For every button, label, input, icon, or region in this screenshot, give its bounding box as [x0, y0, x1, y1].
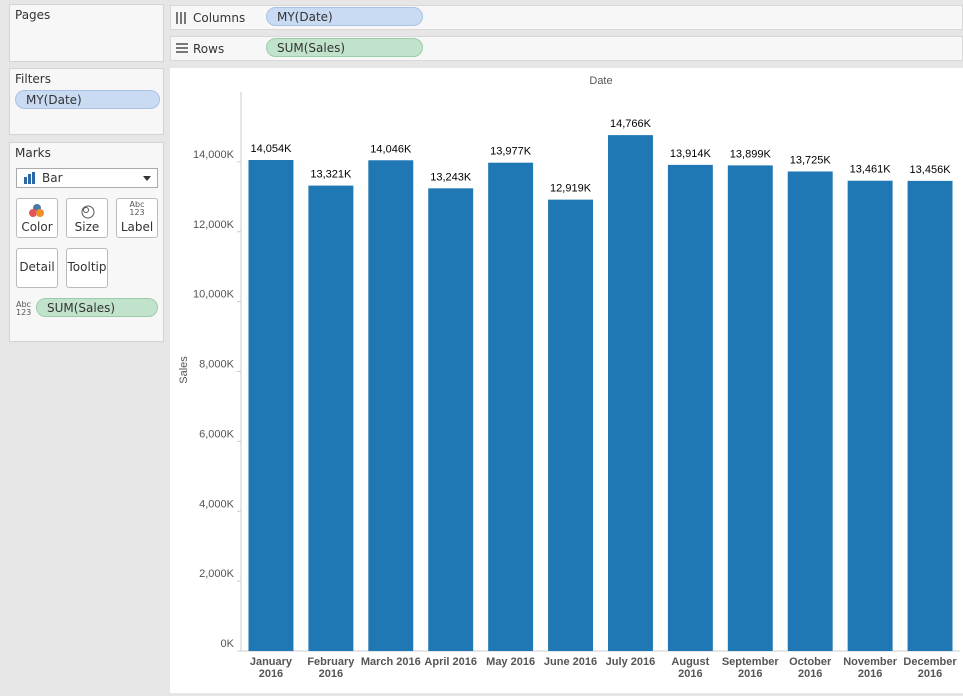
bar — [248, 159, 294, 651]
value-label: 13,725K — [790, 154, 832, 166]
pages-title: Pages — [15, 8, 51, 22]
bar — [907, 180, 953, 652]
bar — [727, 165, 773, 651]
rows-pill[interactable]: SUM(Sales) — [266, 38, 423, 57]
bar — [667, 164, 713, 651]
x-axis-title: Date — [589, 75, 612, 87]
button-label: Label — [120, 220, 154, 234]
columns-shelf: Columns MY(Date) — [170, 5, 963, 30]
rows-label: Rows — [193, 42, 225, 56]
value-label: 13,321K — [310, 169, 352, 181]
y-tick-label: 14,000K — [193, 149, 235, 161]
color-icon — [29, 204, 44, 217]
filters-title: Filters — [15, 72, 51, 86]
x-tick-label: October 2016 — [789, 656, 832, 680]
tooltip-button[interactable]: Tooltip — [66, 248, 108, 288]
pages-card: Pages — [9, 4, 164, 62]
button-label: Detail — [19, 260, 55, 274]
bar — [308, 185, 354, 651]
icon-text: Abc — [129, 200, 145, 209]
bar — [548, 199, 594, 651]
y-tick-label: 12,000K — [193, 219, 235, 231]
x-tick-label: September 2016 — [721, 656, 779, 680]
value-label: 13,914K — [670, 148, 712, 160]
size-icon — [81, 205, 95, 219]
value-label: 12,919K — [550, 183, 592, 195]
rows-icon — [176, 43, 188, 53]
button-label: Size — [74, 220, 100, 234]
y-axis-title: Sales — [178, 356, 190, 384]
bar — [787, 171, 833, 651]
marks-title: Marks — [15, 146, 51, 160]
filter-pill[interactable]: MY(Date) — [15, 90, 160, 109]
x-tick-label: January 2016 — [249, 656, 293, 680]
filters-card: Filters MY(Date) — [9, 68, 164, 135]
value-label: 13,461K — [850, 164, 892, 176]
columns-label: Columns — [193, 11, 246, 25]
rows-shelf: Rows SUM(Sales) — [170, 36, 963, 61]
bar — [488, 162, 534, 651]
bar — [428, 188, 474, 651]
x-tick-label: May 2016 — [486, 656, 536, 668]
columns-pill[interactable]: MY(Date) — [266, 7, 423, 26]
y-tick-label: 0K — [221, 638, 235, 650]
value-label: 14,766K — [610, 118, 652, 130]
size-button[interactable]: Size — [66, 198, 108, 238]
columns-icon — [176, 12, 186, 24]
detail-button[interactable]: Detail — [16, 248, 58, 288]
value-label: 14,046K — [370, 143, 412, 155]
mark-type-dropdown[interactable]: Bar — [16, 168, 158, 188]
bar-icon — [24, 172, 35, 184]
y-tick-label: 2,000K — [199, 568, 235, 580]
bar — [368, 160, 414, 651]
bar — [607, 135, 653, 651]
dropdown-arrow — [143, 176, 151, 181]
mark-type: Bar — [42, 171, 63, 185]
chart: Date Sales 0K 2,000K 4,000K 6,000K 8,000K 10,… — [178, 75, 960, 652]
value-label: 13,899K — [730, 148, 772, 160]
x-tick-label: December 2016 — [903, 656, 957, 680]
chart-area: Date Sales 0K 2,000K 4,000K 6,000K 8,000K 10,… — [170, 68, 963, 693]
bar — [847, 180, 893, 652]
value-label: 13,456K — [910, 164, 952, 176]
icon-text: 123 — [16, 308, 32, 317]
label-button[interactable]: Abc 123 Label — [116, 198, 158, 238]
button-label: Tooltip — [67, 260, 107, 274]
x-tick-label: August 2016 — [671, 656, 710, 680]
value-label: 14,054K — [250, 143, 292, 155]
x-tick-label: June 2016 — [543, 656, 598, 668]
icon-text: 123 — [129, 208, 145, 217]
x-tick-label: November 2016 — [843, 656, 898, 680]
x-tick-label: April 2016 — [424, 656, 477, 668]
x-tick-label: July 2016 — [605, 656, 656, 668]
value-label: 13,243K — [430, 171, 472, 183]
y-tick-label: 10,000K — [193, 289, 235, 301]
color-button[interactable]: Color — [16, 198, 58, 238]
marks-pill[interactable]: SUM(Sales) — [36, 298, 158, 317]
value-label: 13,977K — [490, 146, 532, 158]
y-tick-label: 8,000K — [199, 359, 235, 371]
y-tick-label: 6,000K — [199, 428, 235, 440]
x-tick-label: March 2016 — [360, 656, 421, 668]
x-tick-label: February 2016 — [307, 656, 355, 680]
marks-card: Marks Bar Color Size Abc 123 Label Detail… — [9, 142, 164, 342]
y-tick-label: 4,000K — [199, 498, 235, 510]
icon-text: Abc — [16, 300, 31, 309]
button-label: Color — [21, 220, 53, 234]
